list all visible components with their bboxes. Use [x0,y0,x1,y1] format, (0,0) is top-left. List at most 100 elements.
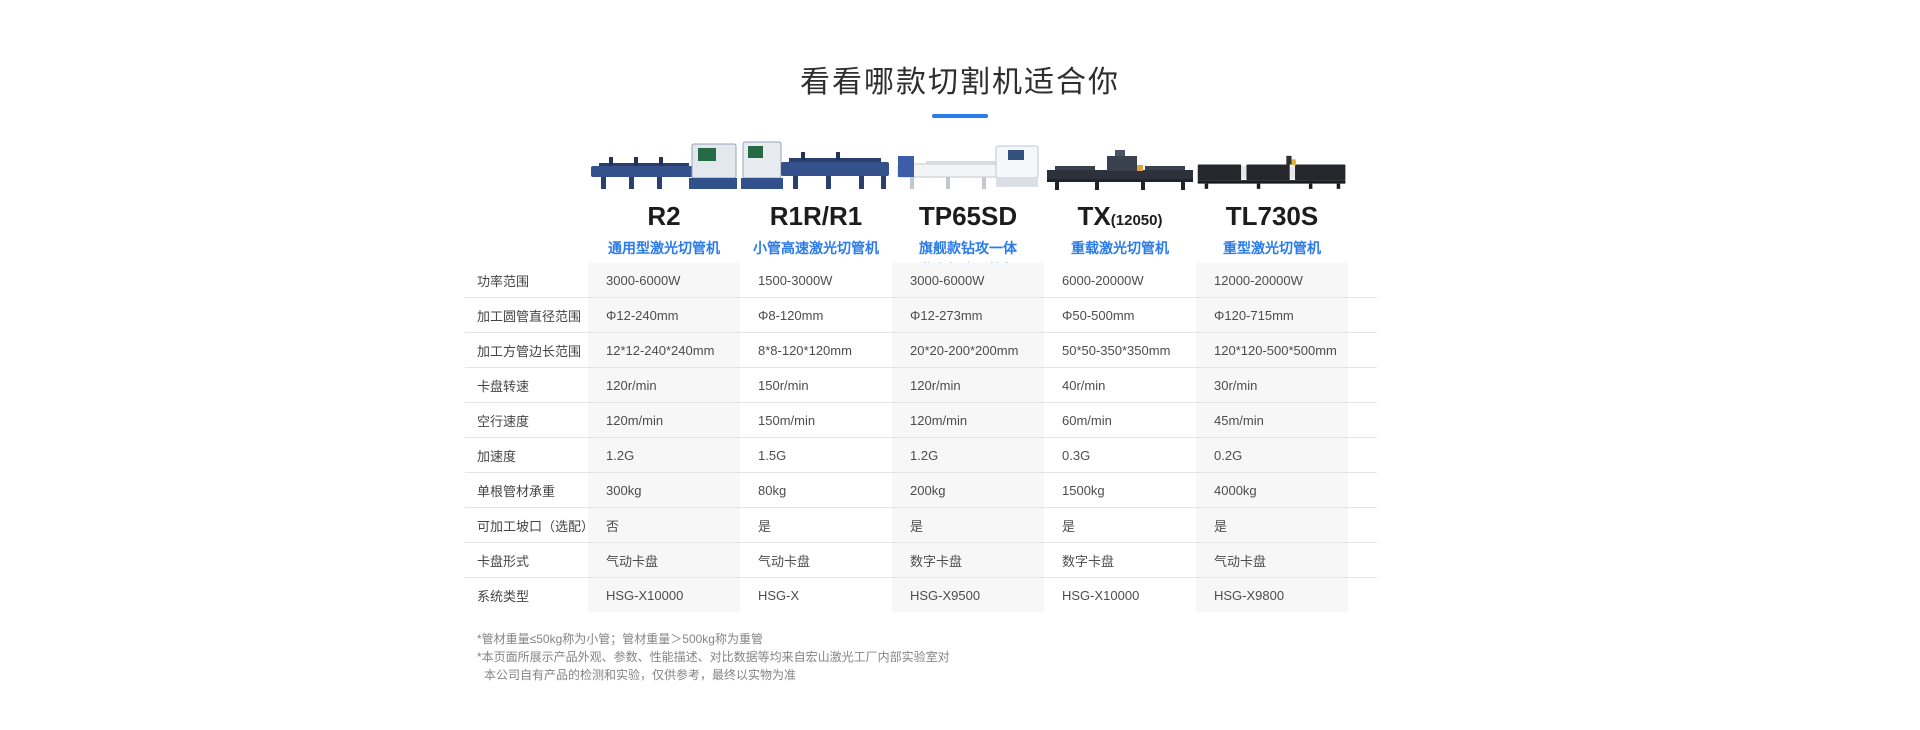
product-name: TL730S [1196,201,1348,236]
table-cell-r1r: 150r/min [758,377,809,393]
table-cell-tx: 0.3G [1062,447,1091,463]
product-subtitle: 旗舰款钻攻一体 [919,240,1017,256]
row-label: 单根管材承重 [477,483,556,499]
table-row: 加工圆管直径范围 Φ12-240mm Φ8-120mm Φ12-273mm Φ5… [465,297,1377,332]
table-cell-r2: HSG-X10000 [606,587,684,603]
table-cell-tl730s: 4000kg [1214,482,1257,498]
row-label: 加速度 [477,448,517,464]
product-name-text: R2 [647,201,681,231]
table-row: 卡盘形式 气动卡盘 气动卡盘 数字卡盘 数字卡盘 气动卡盘 [465,542,1377,577]
spec-table-body: 功率范围 3000-6000W 1500-3000W 3000-6000W 60… [465,263,1377,612]
table-cell-r2: 12*12-240*240mm [606,342,715,358]
table-row: 单根管材承重 300kg 80kg 200kg 1500kg 4000kg [465,472,1377,507]
title-underline [932,114,988,118]
table-cell-r1r: 8*8-120*120mm [758,342,852,358]
table-cell-tx: 数字卡盘 [1062,553,1115,569]
table-cell-tp65sd: 200kg [910,482,946,498]
table-cell-tx: 40r/min [1062,377,1106,393]
footnote-line: *本页面所展示产品外观、参数、性能描述、对比数据等均来自宏山激光工厂内部实验室对 [477,650,950,664]
table-cell-r2: 气动卡盘 [606,553,659,569]
table-cell-r1r: 是 [758,518,772,534]
table-cell-r2: 否 [606,518,620,534]
table-cell-tp65sd: 3000-6000W [910,272,985,288]
table-cell-tp65sd: 120m/min [910,412,968,428]
table-cell-tl730s: Φ120-715mm [1214,307,1294,323]
table-cell-r2: 120r/min [606,377,657,393]
product-header-row: R2 通用型激光切管机 R1R/R1 小管高速激光切管机 [588,138,1348,280]
r1r-machine-image [740,138,892,196]
table-cell-tx: Φ50-500mm [1062,307,1135,323]
tl730s-machine-image [1196,138,1348,196]
footnote-line: 本公司自有产品的检测和实验，仅供参考，最终以实物为准 [484,668,797,682]
row-label: 卡盘形式 [477,553,530,569]
table-cell-tp65sd: 数字卡盘 [910,553,963,569]
table-row: 可加工坡口（选配） 否 是 是 是 是 [465,507,1377,542]
row-label: 功率范围 [477,273,530,289]
table-cell-tx: 50*50-350*350mm [1062,342,1171,358]
table-cell-tp65sd: Φ12-273mm [910,307,983,323]
product-subtitle: 通用型激光切管机 [608,240,720,256]
product-name-text: TP65SD [918,201,1018,231]
table-cell-tl730s: 30r/min [1214,377,1258,393]
table-cell-r1r: 80kg [758,482,787,498]
product-name-text: TL730S [1225,201,1319,231]
product-header-r1r: R1R/R1 小管高速激光切管机 [740,138,892,280]
table-row: 加速度 1.2G 1.5G 1.2G 0.3G 0.2G [465,437,1377,472]
product-name: R2 [588,201,740,236]
table-cell-tp65sd: HSG-X9500 [910,587,981,603]
table-cell-r2: 300kg [606,482,642,498]
table-cell-tp65sd: 1.2G [910,447,939,463]
product-name-suffix: (12050) [1110,212,1163,229]
product-header-tp65sd: TP65SD 旗舰款钻攻一体 激光复合切管机 [892,138,1044,280]
table-row: 加工方管边长范围 12*12-240*240mm 8*8-120*120mm 2… [465,332,1377,367]
product-name: R1R/R1 [740,201,892,236]
row-label: 空行速度 [477,413,530,429]
table-cell-r2: 120m/min [606,412,664,428]
table-cell-tp65sd: 是 [910,518,924,534]
table-cell-tl730s: 是 [1214,518,1228,534]
spec-comparison-table: 功率范围 3000-6000W 1500-3000W 3000-6000W 60… [465,263,1377,612]
row-label: 系统类型 [477,588,530,604]
product-header-r2: R2 通用型激光切管机 [588,138,740,280]
product-name-text: TX [1077,201,1111,231]
table-cell-r2: 1.2G [606,447,635,463]
table-cell-tx: 1500kg [1062,482,1105,498]
product-name: TX(12050) [1044,201,1196,236]
table-cell-tl730s: 0.2G [1214,447,1243,463]
table-cell-r1r: 气动卡盘 [758,553,811,569]
table-cell-r1r: 1500-3000W [758,272,833,288]
product-subtitle: 重型激光切管机 [1223,240,1321,256]
table-cell-tl730s: 120*120-500*500mm [1214,342,1337,358]
table-row: 系统类型 HSG-X10000 HSG-X HSG-X9500 HSG-X100… [465,577,1377,612]
table-cell-tl730s: 12000-20000W [1214,272,1303,288]
table-cell-r2: 3000-6000W [606,272,681,288]
table-cell-tx: 60m/min [1062,412,1112,428]
table-row: 卡盘转速 120r/min 150r/min 120r/min 40r/min … [465,367,1377,402]
page-title: 看看哪款切割机适合你 [800,66,1120,99]
row-label: 可加工坡口（选配） [477,518,595,534]
row-label: 加工方管边长范围 [477,343,582,359]
table-cell-tl730s: HSG-X9800 [1214,587,1285,603]
table-cell-r1r: HSG-X [758,587,800,603]
product-name: TP65SD [892,201,1044,236]
table-cell-tx: 6000-20000W [1062,272,1144,288]
table-cell-tl730s: 气动卡盘 [1214,553,1267,569]
row-label: 加工圆管直径范围 [477,308,582,324]
r2-machine-image [588,138,740,196]
table-cell-r1r: 150m/min [758,412,816,428]
table-cell-tx: 是 [1062,518,1076,534]
tp65sd-machine-image [892,138,1044,196]
table-cell-r2: Φ12-240mm [606,307,679,323]
product-name-text: R1R/R1 [769,201,863,231]
product-header-tx: TX(12050) 重载激光切管机 [1044,138,1196,280]
footnote-line: *管材重量≤50kg称为小管；管材重量＞500kg称为重管 [477,632,763,646]
table-cell-tx: HSG-X10000 [1062,587,1140,603]
product-subtitle: 重载激光切管机 [1071,240,1169,256]
table-cell-tp65sd: 20*20-200*200mm [910,342,1019,358]
table-cell-r1r: Φ8-120mm [758,307,824,323]
table-cell-tl730s: 45m/min [1214,412,1264,428]
product-header-tl730s: TL730S 重型激光切管机 [1196,138,1348,280]
table-cell-tp65sd: 120r/min [910,377,961,393]
tx-machine-image [1044,138,1196,196]
table-row: 功率范围 3000-6000W 1500-3000W 3000-6000W 60… [465,263,1377,297]
